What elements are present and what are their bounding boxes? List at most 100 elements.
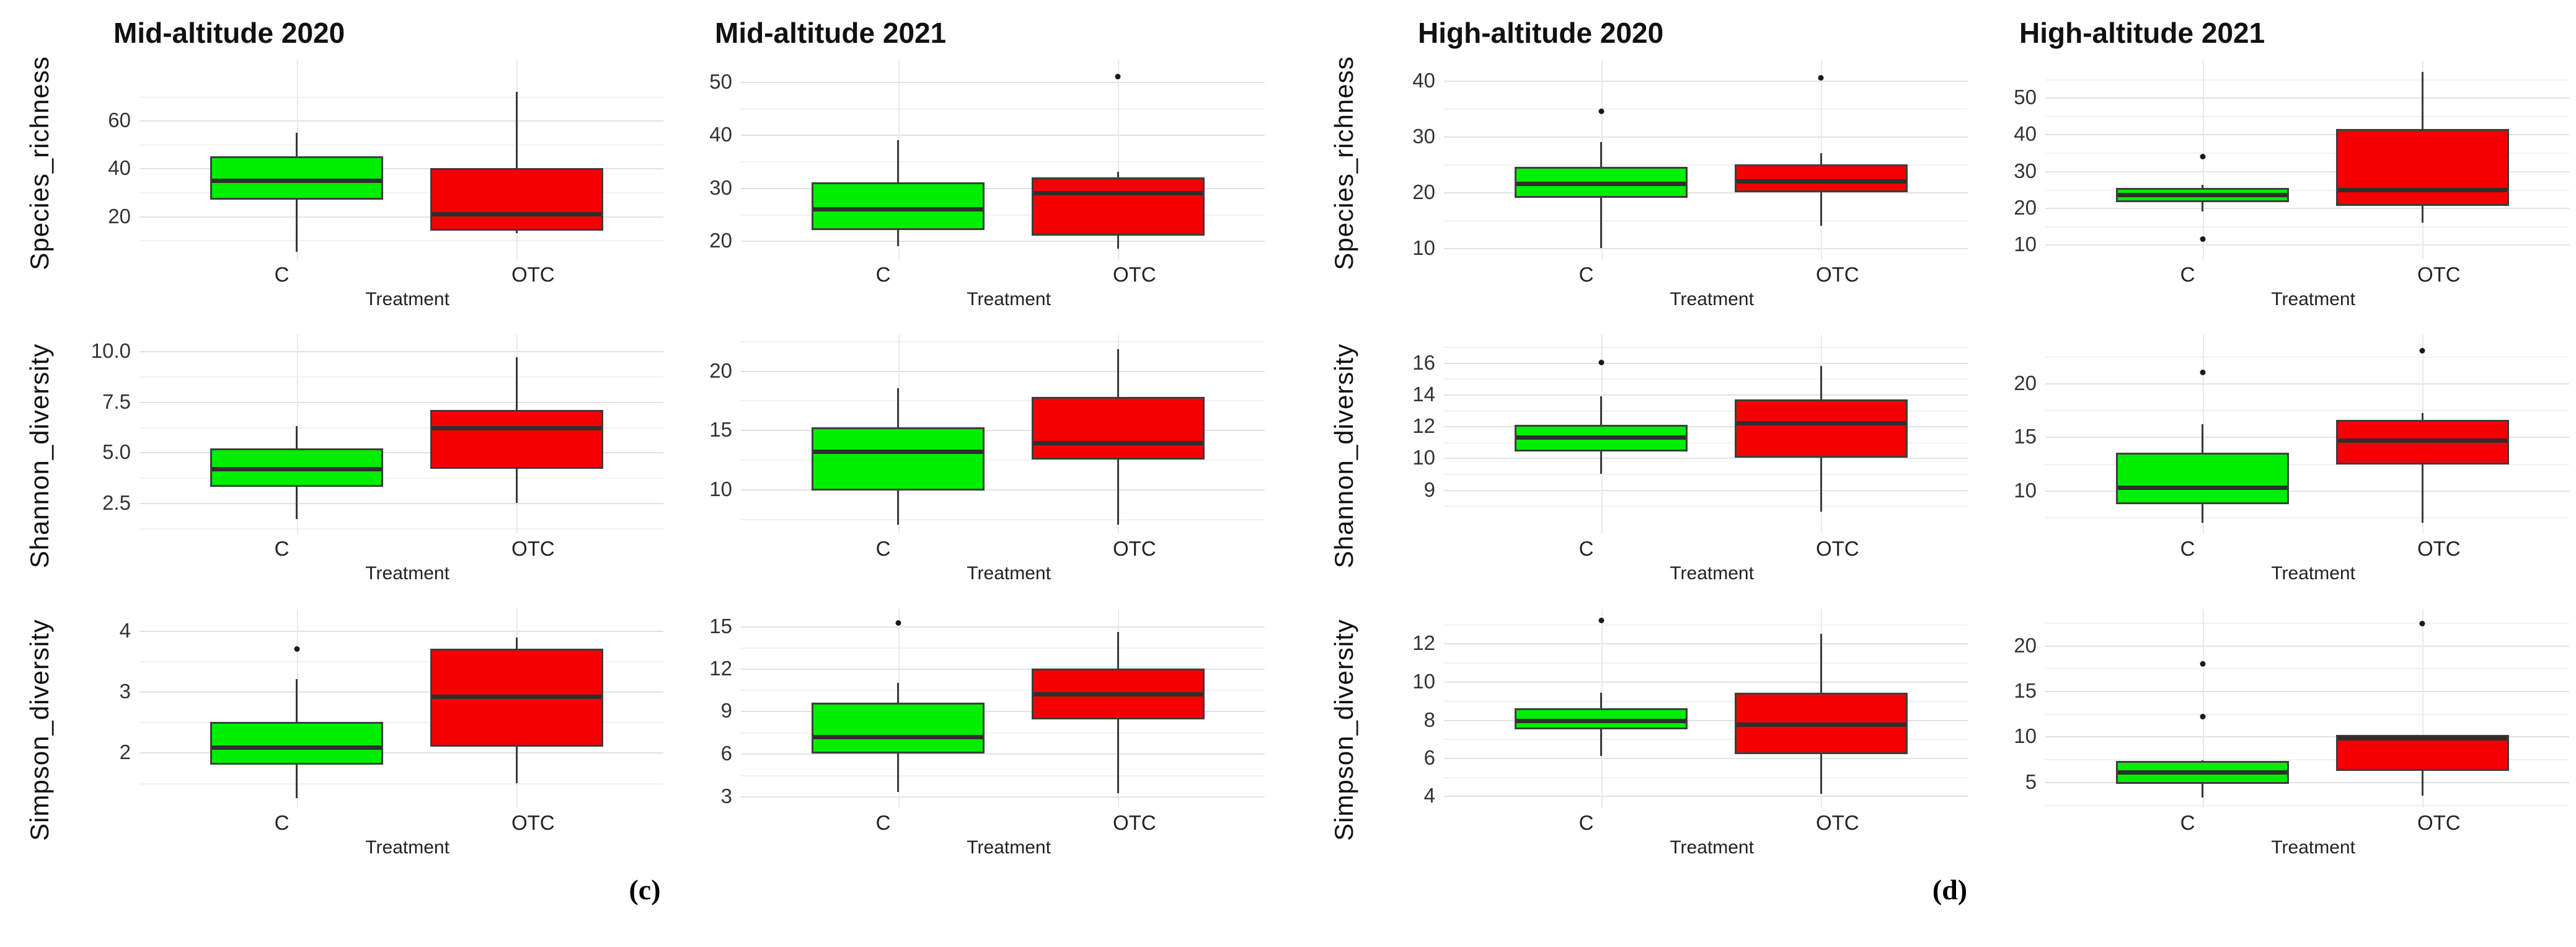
y-tick-label: 6 (720, 742, 732, 765)
x-axis-label: Treatment (365, 837, 449, 858)
outlier-point (895, 620, 901, 626)
median-line (1033, 191, 1203, 196)
x-tick-label-otc: OTC (2417, 537, 2461, 560)
x-axis: C OTC Treatment (666, 259, 1265, 319)
minor-gridline (2045, 226, 2569, 228)
y-tick-label: 4 (119, 618, 131, 642)
x-axis-label: Treatment (2271, 289, 2355, 309)
y-tick-label: 10 (1412, 669, 1435, 693)
major-gridline (1444, 489, 1968, 491)
y-tick-label: 5.0 (102, 440, 131, 464)
vertical-gridline (2202, 61, 2204, 259)
x-axis: C OTC Treatment (666, 533, 1265, 593)
y-tick-label: 12 (1412, 631, 1435, 655)
plot-area (2045, 609, 2569, 807)
y-tick-label: 10 (1412, 446, 1435, 469)
minor-gridline (741, 108, 1265, 110)
y-axis-ticks: 10 20 30 40 50 (1971, 61, 2045, 259)
x-axis-label: Treatment (1670, 563, 1754, 584)
y-tick-label: 10 (2014, 724, 2037, 748)
minor-gridline (1444, 442, 1968, 443)
minor-gridline (741, 340, 1265, 342)
box-otc (2335, 128, 2509, 207)
x-tick-label-c: C (274, 537, 290, 560)
major-gridline (139, 351, 663, 353)
box-control (210, 448, 383, 487)
median-line (2118, 485, 2287, 490)
y-tick-label: 15 (709, 418, 732, 442)
y-tick-label: 50 (2014, 86, 2037, 109)
box-control (210, 156, 383, 200)
major-gridline (2045, 97, 2569, 99)
minor-gridline (139, 376, 663, 378)
y-tick-label: 9 (720, 699, 732, 722)
major-gridline (139, 452, 663, 454)
major-gridline (741, 135, 1265, 136)
median-line (432, 694, 601, 699)
box-control (2116, 187, 2289, 203)
outlier-point (2200, 236, 2205, 242)
vertical-gridline (1118, 61, 1120, 259)
minor-gridline (139, 660, 663, 662)
box-control (1515, 167, 1688, 198)
y-axis-ticks: 2.5 5.0 7.5 10.0 (65, 335, 139, 533)
y-axis-ticks: 3 6 9 12 15 (666, 609, 741, 807)
x-tick-label-c: C (1578, 537, 1594, 560)
outlier-point (1598, 108, 1604, 114)
major-gridline (2045, 208, 2569, 210)
major-gridline (2045, 383, 2569, 385)
minor-gridline (2045, 115, 2569, 117)
y-axis-ticks: 20 30 40 50 (666, 61, 741, 259)
box-otc (1734, 693, 1908, 754)
major-gridline (1444, 758, 1968, 759)
major-gridline (2045, 171, 2569, 172)
whisker-line (515, 92, 518, 233)
median-line (813, 734, 983, 739)
major-gridline (1444, 719, 1968, 721)
major-gridline (741, 626, 1265, 628)
plot-area (139, 61, 663, 259)
whisker-line (2421, 413, 2423, 523)
major-gridline (741, 754, 1265, 755)
y-axis-title-text: Shannon_diversity (25, 343, 54, 569)
panel-title: Mid-altitude 2021 (715, 17, 947, 49)
x-tick-label-otc: OTC (1112, 537, 1156, 560)
y-tick-label: 20 (709, 229, 732, 252)
outlier-point (294, 646, 299, 652)
x-tick-label-c: C (875, 811, 891, 834)
y-tick-label: 40 (1412, 68, 1435, 92)
vertical-gridline (2422, 609, 2424, 807)
minor-gridline (2045, 356, 2569, 358)
row-shannon-diversity: Shannon_diversity 2.5 5.0 7.5 10.0 C OTC Tr… (17, 319, 1271, 593)
y-tick-label: 4 (1423, 784, 1435, 807)
plot-area (139, 609, 663, 807)
y-tick-label: 16 (1412, 350, 1435, 374)
median-line (2337, 187, 2507, 192)
median-line (212, 466, 381, 471)
box-otc (1031, 396, 1205, 460)
major-gridline (139, 691, 663, 693)
major-gridline (139, 401, 663, 403)
major-gridline (139, 752, 663, 754)
panel-title (1370, 319, 1968, 335)
y-axis-title: Shannon_diversity (17, 319, 62, 593)
x-tick-label-c: C (1578, 263, 1594, 286)
x-tick-label-c: C (1578, 811, 1594, 834)
y-axis-title: Simpson_diversity (1322, 593, 1366, 867)
median-line (212, 745, 381, 750)
y-tick-label: 12 (1412, 414, 1435, 438)
x-axis-label: Treatment (2271, 563, 2355, 584)
median-line (1516, 435, 1686, 440)
panel-mid2021-species-richness: Mid-altitude 2021 20 30 40 50 C OTC Treatme… (666, 7, 1265, 319)
major-gridline (2045, 691, 2569, 693)
y-tick-label: 20 (2014, 371, 2037, 394)
panel-title (65, 593, 663, 609)
y-tick-label: 3 (720, 784, 732, 807)
minor-gridline (139, 96, 663, 98)
minor-gridline (139, 192, 663, 193)
x-tick-label-c: C (274, 263, 290, 286)
x-tick-label-otc: OTC (511, 811, 555, 834)
y-axis-ticks: 2 3 4 (65, 609, 139, 807)
y-tick-label: 20 (709, 358, 732, 382)
